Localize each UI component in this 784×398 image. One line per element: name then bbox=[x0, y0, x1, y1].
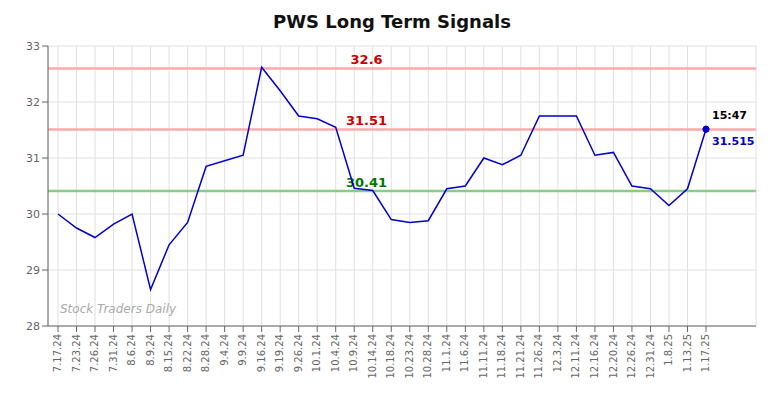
svg-text:9.4.24: 9.4.24 bbox=[219, 334, 230, 366]
svg-text:30: 30 bbox=[26, 208, 40, 221]
svg-text:10.14.24: 10.14.24 bbox=[367, 334, 378, 379]
svg-text:9.9.24: 9.9.24 bbox=[237, 334, 248, 366]
svg-text:12.20.24: 12.20.24 bbox=[608, 334, 619, 379]
svg-text:12.3.24: 12.3.24 bbox=[552, 334, 563, 372]
svg-text:7.23.24: 7.23.24 bbox=[71, 334, 82, 372]
svg-text:11.11.24: 11.11.24 bbox=[478, 334, 489, 379]
svg-text:12.31.24: 12.31.24 bbox=[645, 334, 656, 379]
svg-text:7.26.24: 7.26.24 bbox=[89, 334, 100, 372]
svg-text:9.26.24: 9.26.24 bbox=[293, 334, 304, 372]
svg-text:32.6: 32.6 bbox=[351, 52, 383, 67]
html-text:Stock Traders Daily: Stock Traders Daily bbox=[60, 302, 177, 316]
svg-text:30.41: 30.41 bbox=[346, 175, 388, 190]
svg-text:10.23.24: 10.23.24 bbox=[404, 334, 415, 379]
svg-text:9.19.24: 9.19.24 bbox=[274, 334, 285, 372]
svg-text:1.8.25: 1.8.25 bbox=[663, 334, 674, 366]
svg-text:32: 32 bbox=[26, 96, 40, 109]
svg-text:11.1.24: 11.1.24 bbox=[441, 334, 452, 372]
svg-text:11.6.24: 11.6.24 bbox=[459, 334, 470, 372]
svg-text:1.17.25: 1.17.25 bbox=[700, 334, 711, 372]
svg-text:8.6.24: 8.6.24 bbox=[126, 334, 137, 366]
svg-text:8.22.24: 8.22.24 bbox=[182, 334, 193, 372]
svg-text:10.4.24: 10.4.24 bbox=[330, 334, 341, 372]
svg-text:11.26.24: 11.26.24 bbox=[533, 334, 544, 379]
svg-text:12.11.24: 12.11.24 bbox=[571, 334, 582, 379]
svg-text:29: 29 bbox=[26, 264, 40, 277]
svg-text:31.515: 31.515 bbox=[712, 135, 754, 148]
html-text:PWS Long Term Signals: PWS Long Term Signals bbox=[273, 11, 511, 32]
svg-text:11.18.24: 11.18.24 bbox=[496, 334, 507, 379]
svg-text:8.28.24: 8.28.24 bbox=[200, 334, 211, 372]
svg-text:1.13.25: 1.13.25 bbox=[682, 334, 693, 372]
svg-text:9.16.24: 9.16.24 bbox=[256, 334, 267, 372]
svg-text:10.1.24: 10.1.24 bbox=[311, 334, 322, 372]
svg-text:28: 28 bbox=[26, 320, 40, 333]
svg-text:12.26.24: 12.26.24 bbox=[626, 334, 637, 379]
svg-text:33: 33 bbox=[26, 40, 40, 53]
svg-text:31: 31 bbox=[26, 152, 40, 165]
svg-text:11.21.24: 11.21.24 bbox=[515, 334, 526, 379]
svg-text:7.17.24: 7.17.24 bbox=[52, 334, 63, 372]
svg-text:8.9.24: 8.9.24 bbox=[145, 334, 156, 366]
svg-text:10.28.24: 10.28.24 bbox=[422, 334, 433, 379]
svg-text:12.16.24: 12.16.24 bbox=[589, 334, 600, 379]
svg-text:10.18.24: 10.18.24 bbox=[385, 334, 396, 379]
svg-text:7.31.24: 7.31.24 bbox=[108, 334, 119, 372]
svg-text:8.15.24: 8.15.24 bbox=[163, 334, 174, 372]
svg-text:31.51: 31.51 bbox=[346, 113, 387, 128]
svg-text:15:47: 15:47 bbox=[712, 109, 747, 122]
svg-text:10.9.24: 10.9.24 bbox=[348, 334, 359, 372]
